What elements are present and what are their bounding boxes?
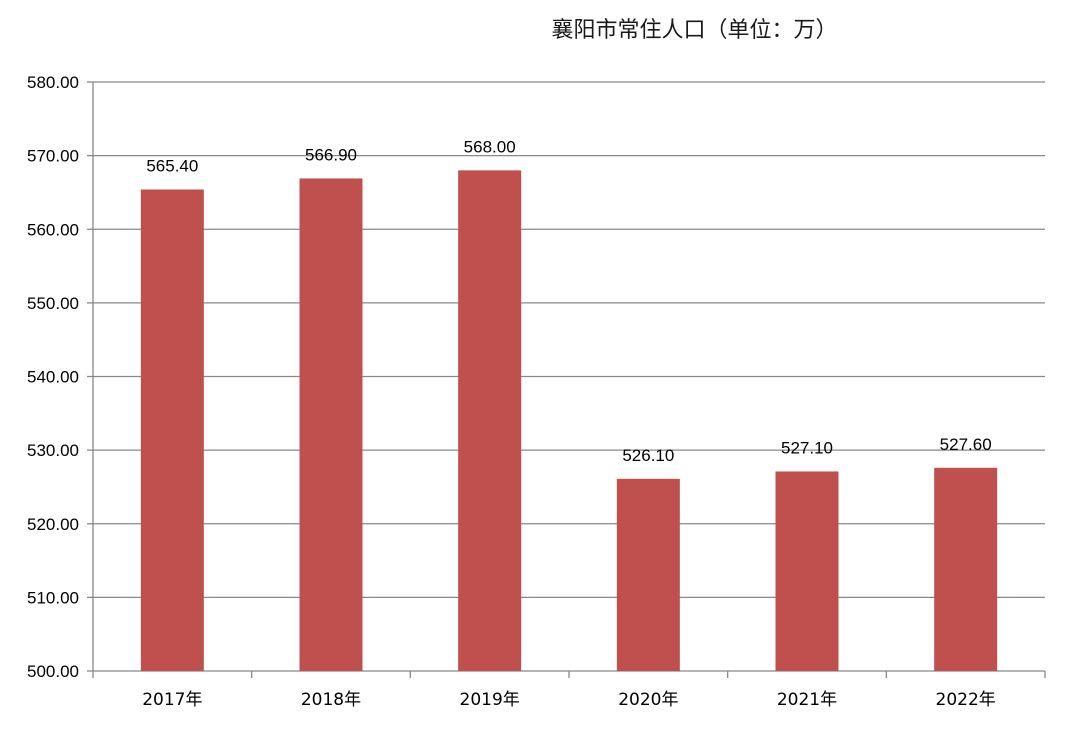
- x-tick-label: 2021年: [777, 690, 837, 710]
- y-tick-label: 510.00: [27, 588, 79, 607]
- y-tick-label: 530.00: [27, 441, 79, 460]
- y-tick-label: 580.00: [27, 73, 79, 92]
- y-tick-label: 550.00: [27, 294, 79, 313]
- data-label: 526.10: [622, 446, 674, 465]
- bar: [458, 170, 522, 671]
- x-tick-label: 2019年: [460, 690, 520, 710]
- bar: [775, 471, 839, 671]
- chart-title: 襄阳市常住人口（单位：万）: [551, 18, 838, 43]
- data-label: 568.00: [464, 137, 516, 156]
- x-tick-label: 2018年: [301, 690, 361, 710]
- data-label: 527.10: [781, 438, 833, 457]
- x-tick-label: 2020年: [618, 690, 678, 710]
- y-tick-label: 570.00: [27, 147, 79, 166]
- bar: [140, 189, 204, 671]
- y-tick-label: 520.00: [27, 515, 79, 534]
- bar: [299, 178, 363, 672]
- y-tick-label: 560.00: [27, 220, 79, 239]
- y-tick-label: 500.00: [27, 662, 79, 681]
- data-label: 527.60: [940, 435, 992, 454]
- x-tick-label: 2022年: [936, 690, 996, 710]
- y-tick-label: 540.00: [27, 368, 79, 387]
- bar: [934, 467, 998, 671]
- data-label: 566.90: [305, 145, 357, 164]
- bar: [616, 478, 680, 671]
- x-tick-label: 2017年: [142, 690, 202, 710]
- data-label: 565.40: [146, 156, 198, 175]
